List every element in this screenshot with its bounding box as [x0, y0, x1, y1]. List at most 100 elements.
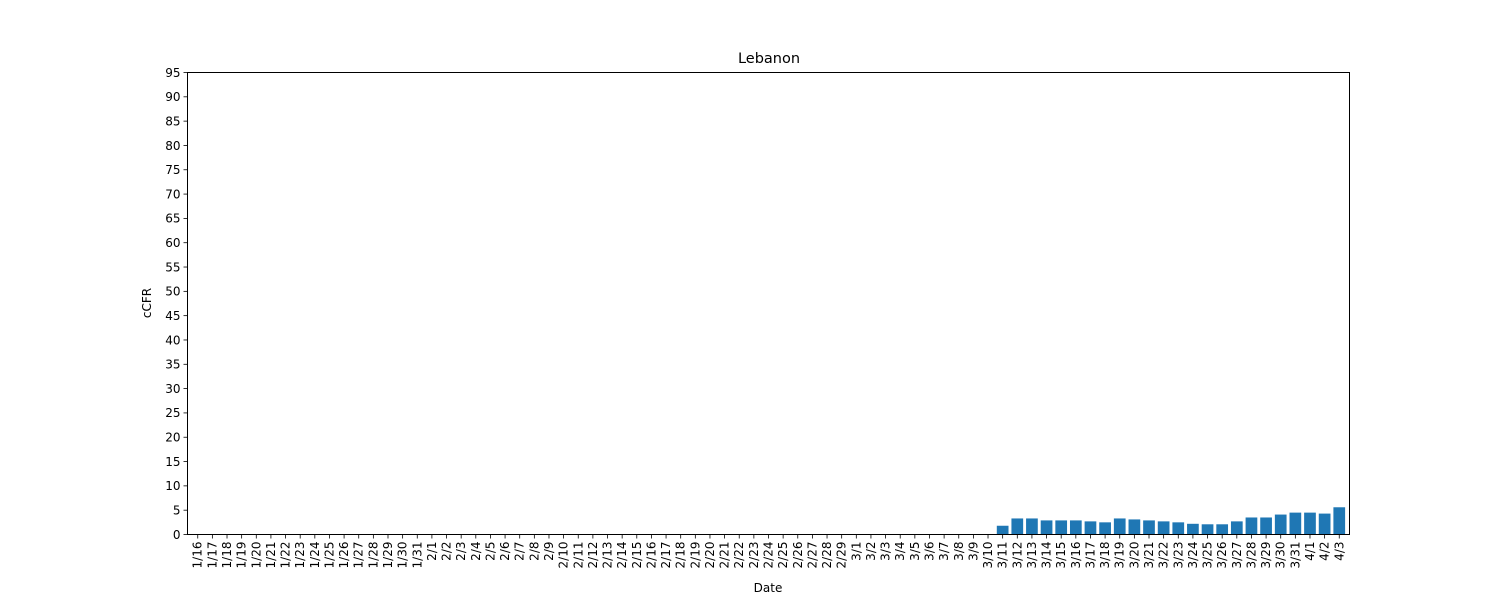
x-tick-label: 1/29 — [381, 542, 395, 569]
x-tick-label: 3/6 — [922, 542, 936, 561]
y-tick-label: 0 — [173, 528, 181, 542]
x-tick-label: 3/8 — [952, 542, 966, 561]
x-tick-label: 2/21 — [718, 542, 732, 569]
x-tick-label: 2/27 — [805, 542, 819, 569]
x-tick-label: 3/24 — [1186, 542, 1200, 569]
x-tick-label: 3/5 — [908, 542, 922, 561]
bar-3-21 — [1143, 520, 1155, 535]
y-tick-label: 80 — [165, 139, 180, 153]
x-tick-label: 3/18 — [1098, 542, 1112, 569]
bar-3-26 — [1216, 524, 1229, 535]
x-axis-title: Date — [754, 581, 783, 595]
x-tick-label: 3/12 — [1010, 542, 1024, 569]
y-tick-label: 15 — [165, 455, 180, 469]
x-tick-label: 2/5 — [483, 542, 497, 561]
x-tick-label: 3/2 — [864, 542, 878, 561]
bar-3-12 — [1011, 518, 1024, 535]
x-tick-label: 1/26 — [337, 542, 351, 569]
y-tick-label: 85 — [165, 114, 180, 128]
x-tick-label: 3/23 — [1171, 542, 1185, 569]
bar-3-19 — [1113, 518, 1126, 535]
x-tick-label: 3/15 — [1054, 542, 1068, 569]
bar-3-14 — [1040, 520, 1053, 535]
x-tick-label: 3/3 — [879, 542, 893, 561]
y-tick-label: 30 — [165, 382, 180, 396]
x-tick-label: 1/20 — [249, 542, 263, 569]
bar-3-29 — [1260, 517, 1272, 535]
x-tick-label: 2/26 — [791, 542, 805, 569]
bar-4-2 — [1318, 513, 1331, 535]
x-tick-label: 3/10 — [981, 542, 995, 569]
y-tick-label: 45 — [165, 309, 180, 323]
x-tick-label: 3/17 — [1083, 542, 1097, 569]
x-tick-label: 1/16 — [191, 542, 205, 569]
bar-3-15 — [1055, 520, 1068, 535]
x-tick-label: 2/24 — [762, 542, 776, 569]
x-tick-label: 1/31 — [410, 542, 424, 569]
bar-3-13 — [1026, 518, 1038, 535]
x-tick-label: 3/25 — [1201, 542, 1215, 569]
x-tick-label: 4/3 — [1332, 542, 1346, 561]
x-tick-label: 1/22 — [279, 542, 293, 569]
x-tick-label: 2/4 — [469, 542, 483, 561]
x-tick-label: 4/2 — [1318, 542, 1332, 561]
y-axis-title: cCFR — [140, 288, 154, 318]
x-tick-label: 3/31 — [1288, 542, 1302, 569]
x-tick-label: 3/21 — [1142, 542, 1156, 569]
x-tick-label: 3/11 — [996, 542, 1010, 569]
x-tick-label: 2/17 — [659, 542, 673, 569]
x-tick-label: 3/28 — [1244, 542, 1258, 569]
x-tick-label: 2/13 — [601, 542, 615, 569]
bar-3-30 — [1274, 514, 1287, 535]
bars-group — [996, 507, 1346, 535]
x-tick-label: 3/19 — [1113, 542, 1127, 569]
bar-3-16 — [1069, 520, 1082, 535]
chart-title: Lebanon — [738, 51, 800, 67]
x-tick-label: 2/29 — [835, 542, 849, 569]
x-tick-label: 1/25 — [322, 542, 336, 569]
x-tick-label: 2/7 — [513, 542, 527, 561]
x-tick-label: 2/22 — [732, 542, 746, 569]
x-tick-label: 2/14 — [615, 542, 629, 569]
x-tick-label: 3/4 — [893, 542, 907, 561]
y-tick-label: 90 — [165, 90, 180, 104]
x-tick-label: 2/25 — [776, 542, 790, 569]
bar-3-24 — [1187, 523, 1199, 535]
bar-3-20 — [1128, 519, 1141, 535]
y-tick-label: 55 — [165, 260, 180, 274]
x-tick-label: 2/20 — [703, 542, 717, 569]
x-tick-label: 2/1 — [425, 542, 439, 561]
x-tick-label: 3/1 — [849, 542, 863, 561]
bar-3-31 — [1289, 512, 1302, 535]
x-tick-label: 2/3 — [454, 542, 468, 561]
bar-3-23 — [1172, 522, 1185, 535]
x-tick-label: 2/15 — [630, 542, 644, 569]
x-tick-label: 3/20 — [1127, 542, 1141, 569]
x-tick-label: 2/6 — [498, 542, 512, 561]
x-tick-label: 2/16 — [644, 542, 658, 569]
x-tick-label: 1/21 — [264, 542, 278, 569]
x-tick-label: 1/18 — [220, 542, 234, 569]
bar-4-1 — [1304, 512, 1316, 535]
plot-frame — [187, 72, 1350, 535]
bar-3-25 — [1201, 524, 1214, 535]
x-tick-label: 1/24 — [308, 542, 322, 569]
x-tick-label: 3/27 — [1230, 542, 1244, 569]
y-tick-label: 20 — [165, 431, 180, 445]
y-tick-label: 60 — [165, 236, 180, 250]
x-tick-label: 2/18 — [674, 542, 688, 569]
x-tick-label: 1/19 — [235, 542, 249, 569]
x-tick-label: 2/9 — [542, 542, 556, 561]
x-tick-label: 3/14 — [1040, 542, 1054, 569]
x-tick-label: 3/16 — [1069, 542, 1083, 569]
x-tick-label: 2/2 — [440, 542, 454, 561]
bar-3-22 — [1157, 521, 1170, 535]
y-tick-label: 35 — [165, 358, 180, 372]
bar-3-18 — [1099, 522, 1111, 535]
x-tick-label: 1/23 — [293, 542, 307, 569]
x-tick-label: 3/13 — [1025, 542, 1039, 569]
x-tick-label: 2/12 — [586, 542, 600, 569]
x-tick-label: 2/11 — [571, 542, 585, 569]
y-tick-label: 95 — [165, 66, 180, 80]
